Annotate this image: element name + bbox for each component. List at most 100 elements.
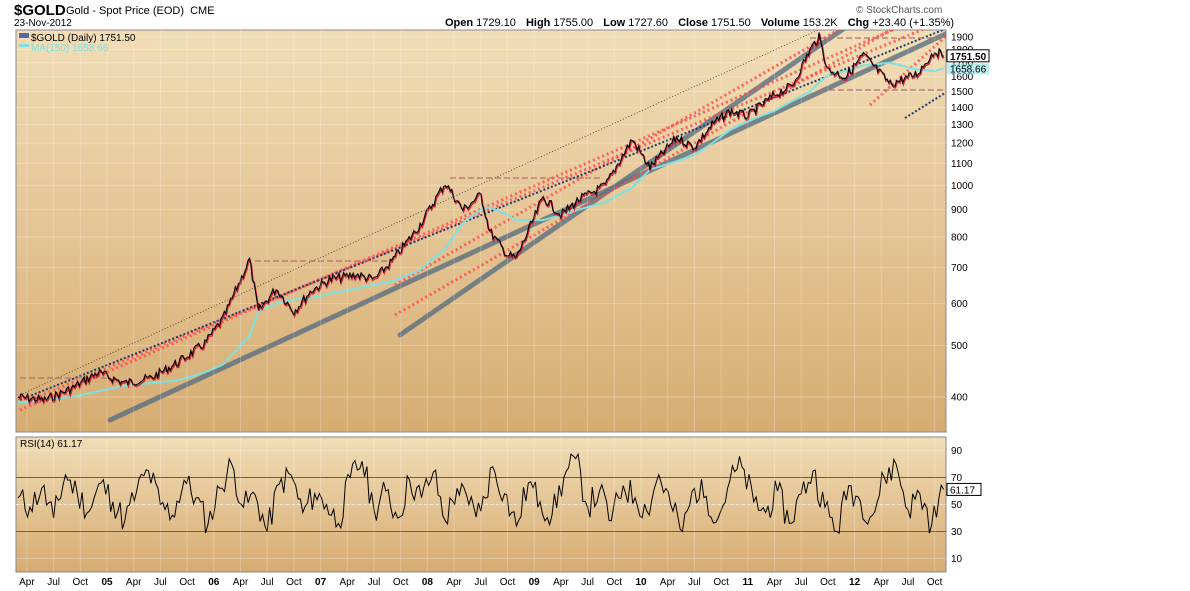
- red-dotted-channel: [19, 30, 897, 412]
- x-tick-label: 11: [743, 577, 754, 588]
- price-tick-label: 1400: [951, 103, 974, 114]
- price-tick-label: 800: [951, 232, 968, 243]
- legend-swatch-price: [19, 33, 29, 38]
- x-tick-label: Jul: [688, 577, 701, 588]
- x-tick-label: Jul: [154, 577, 167, 588]
- rsi-series-group: [17, 452, 945, 535]
- last-price-tag-box: [946, 49, 990, 63]
- x-tick-label: Jul: [261, 577, 274, 588]
- price-tick-label: 1300: [951, 120, 974, 131]
- ma-tag: 1658.66: [950, 64, 987, 75]
- x-tick-label: Oct: [927, 577, 943, 588]
- x-tick-label: Oct: [393, 577, 409, 588]
- x-tick-label: 12: [849, 577, 861, 588]
- x-tick-label: 05: [101, 577, 113, 588]
- blue-dotted-channel: [904, 91, 946, 119]
- x-tick-label: Apr: [874, 577, 890, 588]
- x-tick-label: Apr: [340, 577, 356, 588]
- x-tick-label: Oct: [607, 577, 623, 588]
- x-tick-label: Apr: [553, 577, 569, 588]
- channel-line: [397, 30, 847, 338]
- price-tick-label: 700: [951, 263, 968, 274]
- price-tick-label: 1000: [951, 181, 974, 192]
- price-tick-label: 500: [951, 341, 968, 352]
- price-axis: 400 500 600 700 800 900 1000 1100 1200 1300 1400 15…: [951, 33, 974, 404]
- close-value: 1751.50: [711, 17, 751, 29]
- red-dotted-channel: [394, 30, 894, 317]
- price-tick-label: 600: [951, 299, 968, 310]
- x-tick-label: Apr: [660, 577, 676, 588]
- chg-value: +23.40 (+1.35%): [872, 17, 955, 29]
- high-value: 1755.00: [553, 17, 594, 29]
- price-tick-label: 400: [951, 393, 968, 404]
- ohlc-readout: Open 1729.10 High 1755.00 Low 1727.60 Close…: [445, 17, 961, 29]
- x-tick-label: Apr: [126, 577, 142, 588]
- close-label: Close: [678, 17, 709, 29]
- rsi-tick-label: 50: [951, 500, 963, 511]
- rsi-tick-label: 70: [951, 473, 963, 484]
- price-legend: $GOLD (Daily) 1751.50 MA(150) 1658.66: [19, 33, 136, 54]
- price-tick-label: 1600: [951, 72, 974, 83]
- red-dotted-channel: [394, 30, 842, 287]
- rsi-tick-label: 90: [951, 446, 963, 457]
- rsi-tags: 61.17: [946, 482, 982, 496]
- price-tick-label: 1200: [951, 139, 974, 150]
- x-tick-label: Oct: [500, 577, 516, 588]
- x-tick-label: Jul: [902, 577, 915, 588]
- x-tick-label: Oct: [286, 577, 302, 588]
- open-value: 1729.10: [476, 17, 516, 29]
- legend-ma: MA(150) 1658.66: [31, 43, 109, 54]
- chart-date: 23-Nov-2012: [14, 18, 72, 29]
- ticker-symbol: $GOLD: [14, 2, 66, 19]
- price-series-group: [17, 32, 945, 406]
- x-tick-label: Apr: [446, 577, 462, 588]
- x-tick-label: 08: [422, 577, 434, 588]
- x-tick-label: Jul: [474, 577, 487, 588]
- x-tick-label: Oct: [73, 577, 89, 588]
- x-tick-label: 06: [208, 577, 220, 588]
- x-tick-label: Apr: [19, 577, 35, 588]
- rsi-axis: 10 30 50 70 90: [951, 446, 963, 565]
- ticker-description: Gold - Spot Price (EOD) CME: [66, 5, 215, 17]
- volume-label: Volume: [760, 17, 800, 29]
- x-tick-label: Oct: [713, 577, 729, 588]
- rsi-x-axis: Apr Jul Oct 05 Apr Jul Oct 06 Apr Jul Oct 07 Apr Jul O…: [19, 437, 943, 588]
- x-tick-label: Jul: [581, 577, 594, 588]
- chg-label: Chg: [847, 17, 870, 29]
- legend-swatch-ma: [19, 44, 29, 47]
- legend-price: $GOLD (Daily) 1751.50: [31, 33, 136, 44]
- rsi-tick-label: 10: [951, 554, 963, 565]
- high-label: High: [525, 17, 551, 29]
- red-dotted-channel: [29, 30, 926, 402]
- open-label: Open: [445, 17, 474, 29]
- ma-line: [17, 61, 944, 404]
- rsi-gridlines: [16, 450, 946, 559]
- description-text: Gold - Spot Price (EOD): [66, 5, 184, 17]
- rsi-tick-label: 30: [951, 527, 963, 538]
- x-tick-label: Apr: [767, 577, 783, 588]
- x-tick-label: Jul: [795, 577, 808, 588]
- exchange-text: CME: [190, 5, 215, 17]
- price-tick-label: 900: [951, 205, 968, 216]
- volume-value: 153.2K: [802, 17, 838, 29]
- x-tick-label: 09: [529, 577, 541, 588]
- price-tick-label: 1100: [951, 159, 973, 170]
- x-tick-label: Jul: [47, 577, 60, 588]
- price-tick-label: 1900: [951, 33, 974, 44]
- x-tick-label: Oct: [820, 577, 836, 588]
- price-panel: [15, 29, 947, 433]
- blue-dotted-channel: [19, 30, 946, 401]
- legend-rsi: RSI(14) 61.17: [20, 439, 83, 450]
- low-label: Low: [603, 17, 626, 29]
- low-value: 1727.60: [628, 17, 668, 29]
- x-tick-label: Jul: [368, 577, 381, 588]
- x-tick-label: 10: [635, 577, 647, 588]
- brand-watermark: © StockCharts.com: [856, 5, 943, 16]
- x-tick-label: Oct: [179, 577, 195, 588]
- x-tick-label: Apr: [233, 577, 249, 588]
- rsi-last-tag-box: [946, 482, 982, 496]
- price-tick-label: 1500: [951, 87, 974, 98]
- rsi-line: [17, 452, 945, 535]
